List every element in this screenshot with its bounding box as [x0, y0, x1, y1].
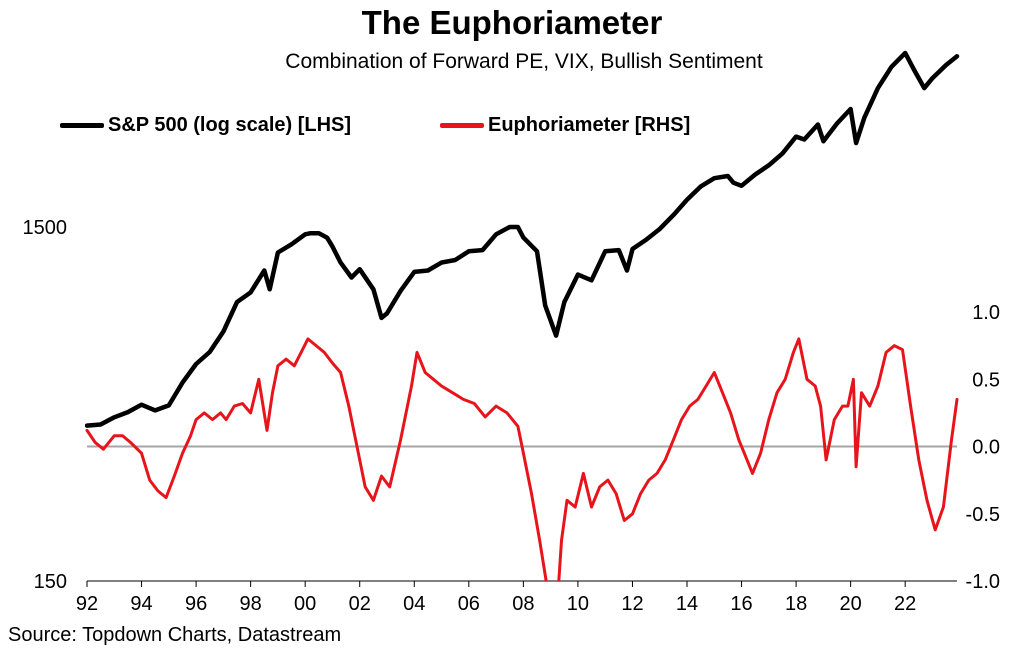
- legend-swatch-sp500: [60, 123, 104, 128]
- x-tick-label: 98: [240, 593, 262, 615]
- series-line-sp500: [85, 50, 960, 428]
- legend-swatch-euphoriameter: [440, 123, 484, 128]
- x-tick-label: 12: [621, 593, 643, 615]
- x-tick-label: 10: [567, 593, 589, 615]
- legend-item-sp500: S&P 500 (log scale) [LHS]: [60, 114, 351, 137]
- legend-label-euphoriameter: Euphoriameter [RHS]: [488, 114, 691, 136]
- x-tick-label: 14: [676, 593, 698, 615]
- right-tick-label: 0.0: [972, 437, 1000, 459]
- right-tick-label: 1.0: [972, 302, 1000, 324]
- legend-item-euphoriameter: Euphoriameter [RHS]: [440, 114, 690, 137]
- right-tick-label: -1.0: [966, 571, 1000, 593]
- chart-title: The Euphoriameter: [361, 4, 663, 41]
- left-tick-label: 1500: [23, 217, 68, 239]
- x-tick-label: 08: [512, 593, 534, 615]
- x-tick-label: 04: [403, 593, 425, 615]
- right-tick-label: -0.5: [966, 504, 1000, 526]
- x-tick-label: 96: [185, 593, 207, 615]
- x-tick-label: 00: [294, 593, 316, 615]
- x-tick-label: 16: [730, 593, 752, 615]
- x-tick-label: 18: [785, 593, 807, 615]
- x-tick-label: 22: [894, 593, 916, 615]
- legend-label-sp500: S&P 500 (log scale) [LHS]: [108, 114, 352, 136]
- x-tick-label: 06: [458, 593, 480, 615]
- x-tick-label: 20: [840, 593, 862, 615]
- x-tick-label: 02: [349, 593, 371, 615]
- x-tick-label: 92: [76, 593, 98, 615]
- left-tick-label: 150: [34, 571, 67, 593]
- x-tick-label: 94: [130, 593, 152, 615]
- chart-subtitle: Combination of Forward PE, VIX, Bullish …: [285, 50, 763, 73]
- source-note: Source: Topdown Charts, Datastream: [8, 624, 342, 646]
- series-line-euphoriameter: [85, 337, 959, 581]
- right-tick-label: 0.5: [972, 369, 1000, 391]
